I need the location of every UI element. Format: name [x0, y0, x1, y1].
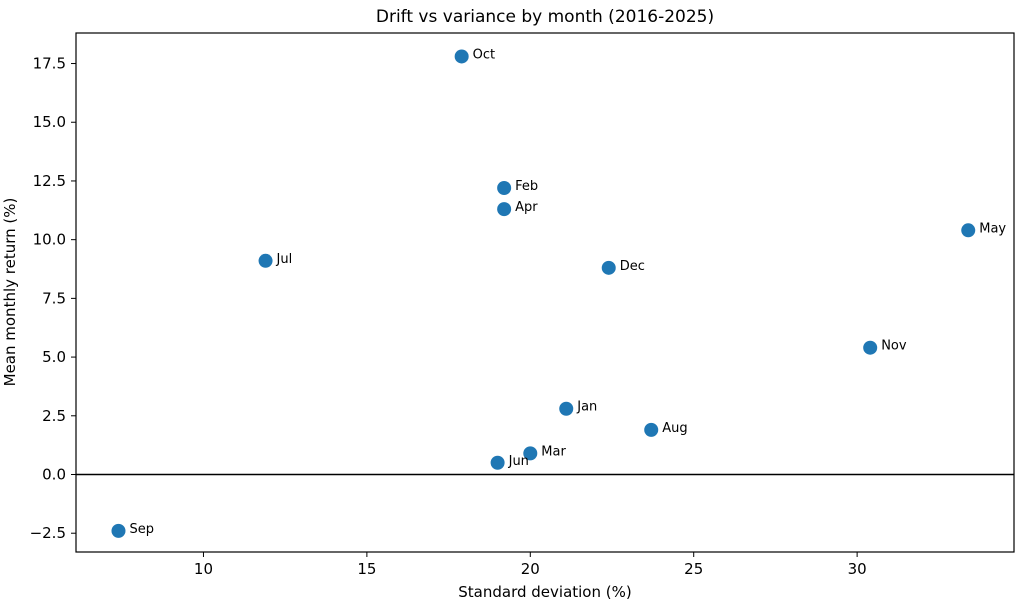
- y-tick-label: 17.5: [33, 55, 66, 73]
- point-label: Jan: [576, 400, 597, 415]
- chart-title: Drift vs variance by month (2016-2025): [375, 7, 715, 27]
- point-label: Feb: [515, 179, 538, 194]
- point-label: Nov: [881, 339, 907, 354]
- y-tick-label: 7.5: [42, 289, 66, 307]
- x-tick-label: 10: [194, 560, 213, 578]
- data-point: [559, 401, 574, 416]
- point-label: Mar: [541, 444, 566, 459]
- y-tick-label: 12.5: [33, 172, 66, 190]
- x-tick-label: 25: [684, 560, 703, 578]
- data-point: [863, 340, 878, 355]
- x-tick-label: 30: [848, 560, 867, 578]
- point-label: Sep: [129, 522, 154, 537]
- data-point: [454, 49, 469, 64]
- y-tick-label: 15.0: [33, 113, 66, 131]
- data-point: [961, 223, 976, 238]
- point-label: Oct: [473, 47, 495, 62]
- data-point: [497, 202, 512, 217]
- plot-border: [75, 32, 1015, 553]
- y-tick-label: 10.0: [33, 231, 66, 249]
- y-tick-label: 2.5: [42, 407, 66, 425]
- data-point: [601, 260, 616, 275]
- data-point: [258, 253, 273, 268]
- data-point: [111, 523, 126, 538]
- point-label: Jun: [508, 454, 529, 469]
- data-point: [490, 455, 505, 470]
- data-point: [644, 422, 659, 437]
- point-label: Jul: [276, 252, 293, 267]
- point-label: Dec: [620, 259, 645, 274]
- y-tick-label: 5.0: [42, 348, 66, 366]
- data-point: [523, 446, 538, 461]
- point-label: May: [979, 221, 1006, 236]
- point-label: Apr: [515, 200, 538, 215]
- y-tick-label: −2.5: [30, 524, 66, 542]
- x-axis-label: Standard deviation (%): [458, 583, 632, 601]
- x-tick-label: 15: [357, 560, 376, 578]
- data-point: [497, 180, 512, 195]
- point-label: Aug: [662, 421, 687, 436]
- y-tick-label: 0.0: [42, 466, 66, 484]
- x-tick-label: 20: [521, 560, 540, 578]
- y-axis-label: Mean monthly return (%): [1, 197, 19, 387]
